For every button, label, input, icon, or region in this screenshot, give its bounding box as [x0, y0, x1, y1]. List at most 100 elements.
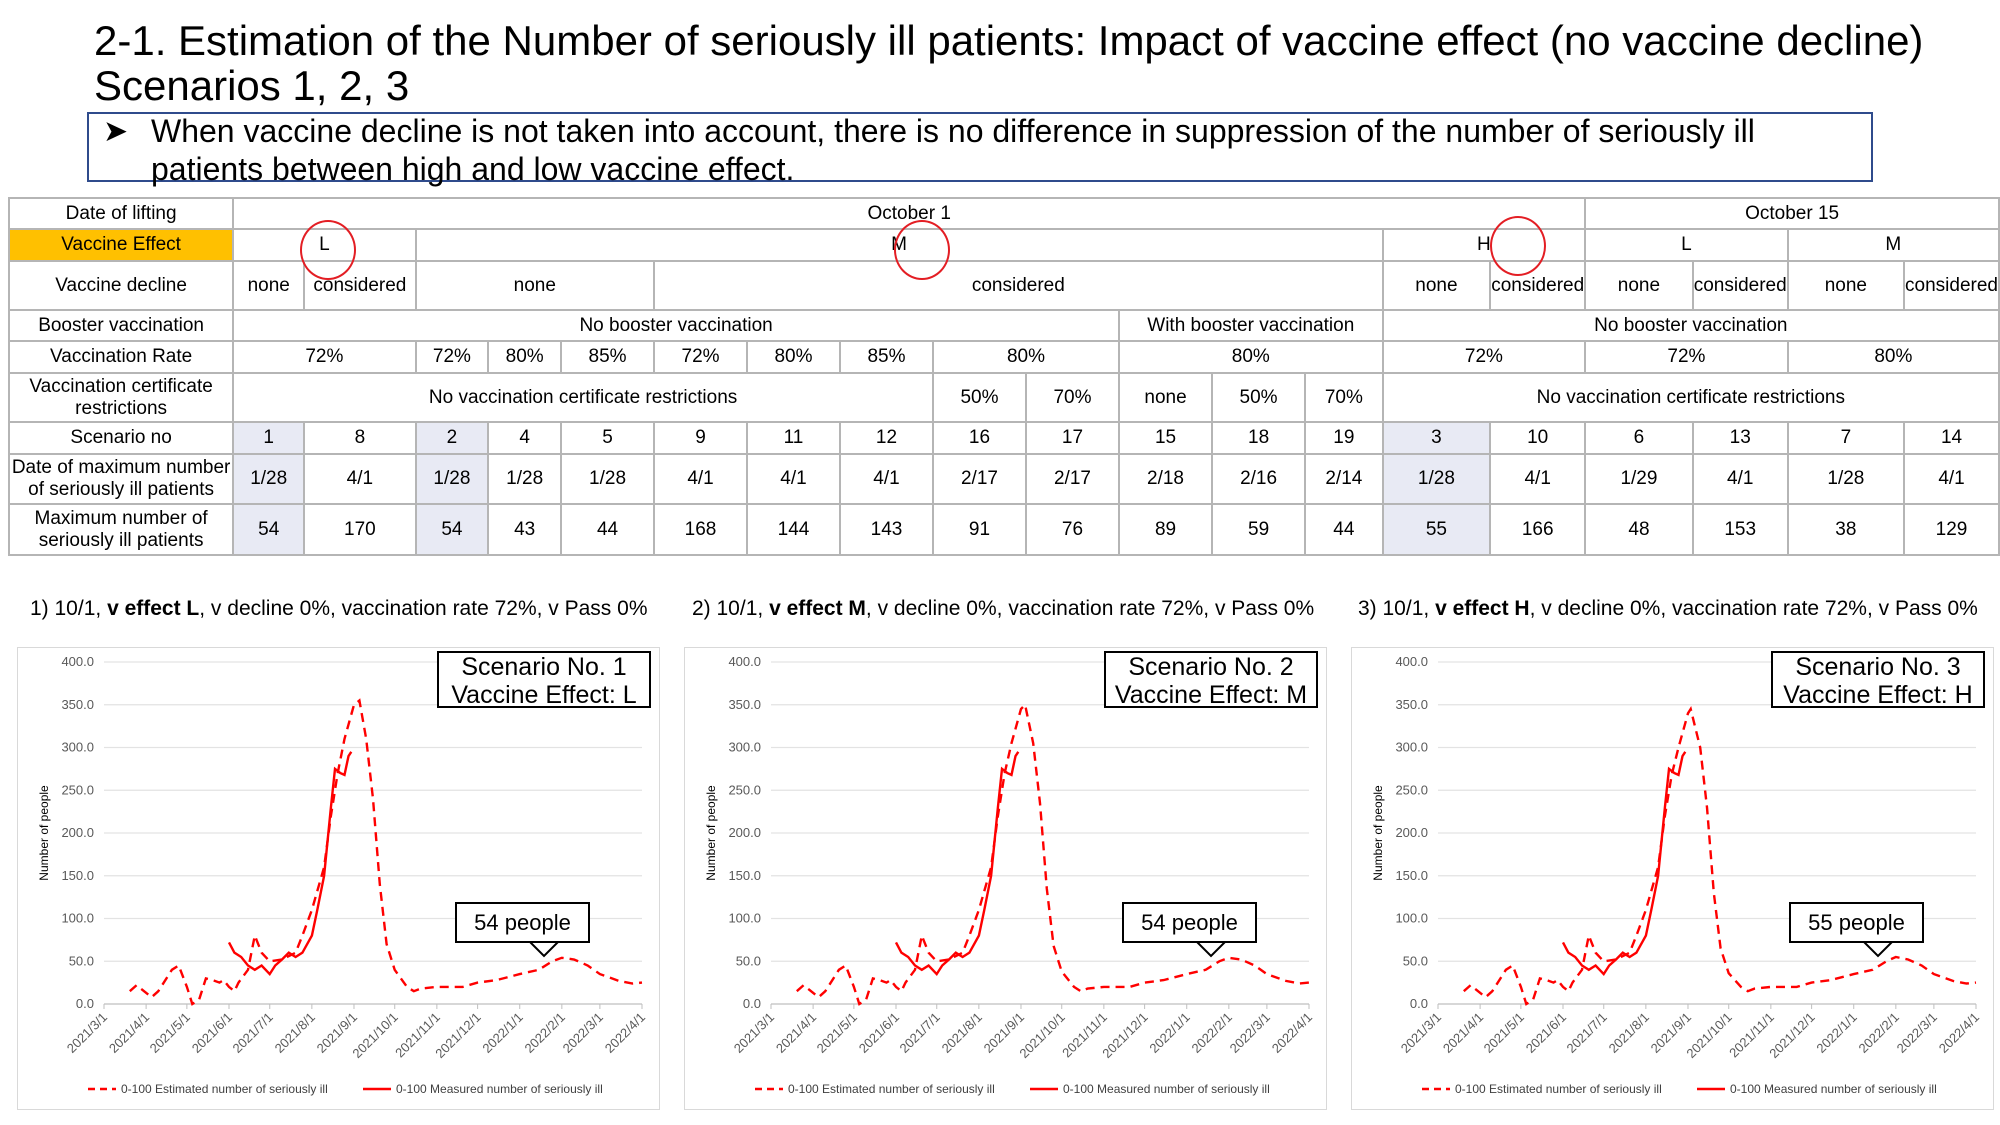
table-cell: 80%	[931, 340, 1120, 374]
estimated-series-line	[129, 698, 643, 1006]
scenario-label-line: Scenario No. 1	[461, 653, 627, 681]
table-cell: 18	[1211, 421, 1307, 455]
table-cell: 70%	[1024, 372, 1120, 423]
y-tick-label: 100.0	[61, 911, 94, 926]
chart-title: 3) 10/1, v effect H, v decline 0%, vacci…	[1358, 597, 1978, 621]
table-cell: 4/1	[303, 453, 417, 505]
circle-annotation-h	[1490, 216, 1546, 276]
y-tick-label: 250.0	[61, 782, 94, 797]
table-row: Booster vaccination No booster vaccinatio…	[7, 309, 2000, 342]
callout-pointer	[1196, 941, 1226, 958]
line-chart: 0.0 50.0 100.0 150.0 200.0 250.0 300.0 350.0 400…	[1371, 654, 1982, 1096]
table-row: Vaccine decline none considered none conside…	[7, 260, 2000, 311]
table-cell: 16	[931, 421, 1027, 455]
y-tick-label: 150.0	[1395, 868, 1428, 883]
table-cell: 3	[1381, 421, 1492, 455]
y-tick-label: 400.0	[1395, 654, 1428, 669]
y-tick-label: 50.0	[69, 953, 94, 968]
peak-annotation: 54 people	[455, 902, 590, 943]
scenario-table: Date of lifting October 1 October 15 Vaccin…	[7, 197, 2000, 556]
table-cell: none	[1584, 260, 1694, 311]
table-row: Date of maximum number of seriously ill …	[7, 453, 2000, 505]
table-cell: 1/28	[414, 453, 490, 505]
y-tick-label: 0.0	[743, 996, 761, 1011]
table-cell: 10	[1489, 421, 1587, 455]
table-cell: 1/29	[1584, 453, 1694, 505]
table-cell: 11	[746, 421, 841, 455]
table-cell: October 15	[1584, 197, 2000, 230]
table-cell: 13	[1691, 421, 1789, 455]
table-cell: considered	[1691, 260, 1789, 311]
y-tick-label: 350.0	[1395, 697, 1428, 712]
y-tick-label: 50.0	[1403, 953, 1428, 968]
arrow-bullet-icon: ➤	[103, 115, 129, 148]
table-cell: No vaccination certificate restrictions	[232, 372, 934, 423]
table-cell: 129	[1903, 503, 2000, 556]
y-tick-label: 250.0	[1395, 782, 1428, 797]
table-cell: 1/28	[1786, 453, 1906, 505]
table-cell: 55	[1381, 503, 1492, 556]
legend-label: 0-100 Measured number of seriously ill	[1063, 1082, 1270, 1096]
table-cell: 4	[487, 421, 563, 455]
table-cell: none	[1786, 260, 1906, 311]
table-cell: 1/28	[1381, 453, 1492, 505]
table-cell: none	[414, 260, 656, 311]
table-cell: 44	[1304, 503, 1384, 556]
legend-label: 0-100 Estimated number of seriously ill	[1455, 1082, 1662, 1096]
scenario-label-box: Scenario No. 2 Vaccine Effect: M	[1104, 651, 1318, 709]
peak-annotation: 54 people	[1122, 902, 1257, 943]
table-cell: 12	[839, 421, 934, 455]
table-cell: 72%	[653, 340, 749, 374]
table-cell: 76	[1024, 503, 1120, 556]
table-cell: 2/16	[1211, 453, 1307, 505]
table-cell: 1/28	[232, 453, 306, 505]
table-cell: 59	[1211, 503, 1307, 556]
row-label: Booster vaccination	[7, 309, 235, 342]
table-cell: 153	[1691, 503, 1789, 556]
x-tick-label: 2021/3/1	[731, 1010, 777, 1056]
chart-title: 1) 10/1, v effect L, v decline 0%, vacci…	[30, 597, 648, 621]
table-cell: 1/28	[560, 453, 656, 505]
table-cell: 5	[560, 421, 656, 455]
chart-title-part: , v decline 0%, vaccination rate 72%, v …	[199, 597, 648, 620]
table-cell: none	[232, 260, 306, 311]
row-label: Vaccine decline	[7, 260, 235, 311]
x-tick-label: 2021/5/1	[147, 1010, 193, 1056]
table-cell: none	[1117, 372, 1214, 423]
y-tick-label: 100.0	[1395, 911, 1428, 926]
table-cell: 54	[232, 503, 306, 556]
y-tick-label: 0.0	[1410, 996, 1428, 1011]
x-tick-label: 2022/4/1	[1269, 1010, 1315, 1056]
table-row: Maximum number of seriously ill patients…	[7, 503, 2000, 556]
y-tick-label: 350.0	[61, 697, 94, 712]
line-chart: 0.0 50.0 100.0 150.0 200.0 250.0 300.0 350.0 400…	[704, 654, 1315, 1096]
legend-label: 0-100 Measured number of seriously ill	[396, 1082, 603, 1096]
y-tick-label: 50.0	[736, 953, 761, 968]
table-cell: 38	[1786, 503, 1906, 556]
scenario-label-line: Vaccine Effect: H	[1783, 681, 1973, 709]
callout-pointer	[1863, 941, 1893, 958]
table-cell: 48	[1584, 503, 1694, 556]
table-cell: 143	[839, 503, 934, 556]
chart-title-part: 1) 10/1,	[30, 597, 108, 620]
x-tick-label: 2021/5/1	[814, 1010, 860, 1056]
chart-title-part: v effect M	[769, 597, 866, 620]
x-tick-label: 2022/3/1	[1894, 1010, 1940, 1056]
table-cell: 85%	[560, 340, 656, 374]
chart-title-part: 2) 10/1,	[692, 597, 770, 620]
table-cell: 17	[1024, 421, 1120, 455]
line-chart: 0.0 50.0 100.0 150.0 200.0 250.0 300.0 350.0 400…	[37, 654, 648, 1096]
row-label: Date of lifting	[7, 197, 235, 230]
estimated-series-line	[796, 702, 1310, 1006]
chart-title: 2) 10/1, v effect M, v decline 0%, vacci…	[692, 597, 1314, 621]
table-cell: 168	[653, 503, 749, 556]
table-cell: 7	[1786, 421, 1906, 455]
chart-title-part: , v decline 0%, vaccination rate 72%, v …	[865, 597, 1315, 620]
y-tick-label: 300.0	[61, 740, 94, 755]
table-cell: 89	[1117, 503, 1214, 556]
measured-series-line	[894, 751, 1020, 977]
row-label: Vaccine Effect	[7, 228, 235, 262]
x-tick-label: 2021/4/1	[1440, 1010, 1486, 1056]
callout-pointer	[529, 941, 559, 958]
table-cell: 4/1	[1489, 453, 1587, 505]
